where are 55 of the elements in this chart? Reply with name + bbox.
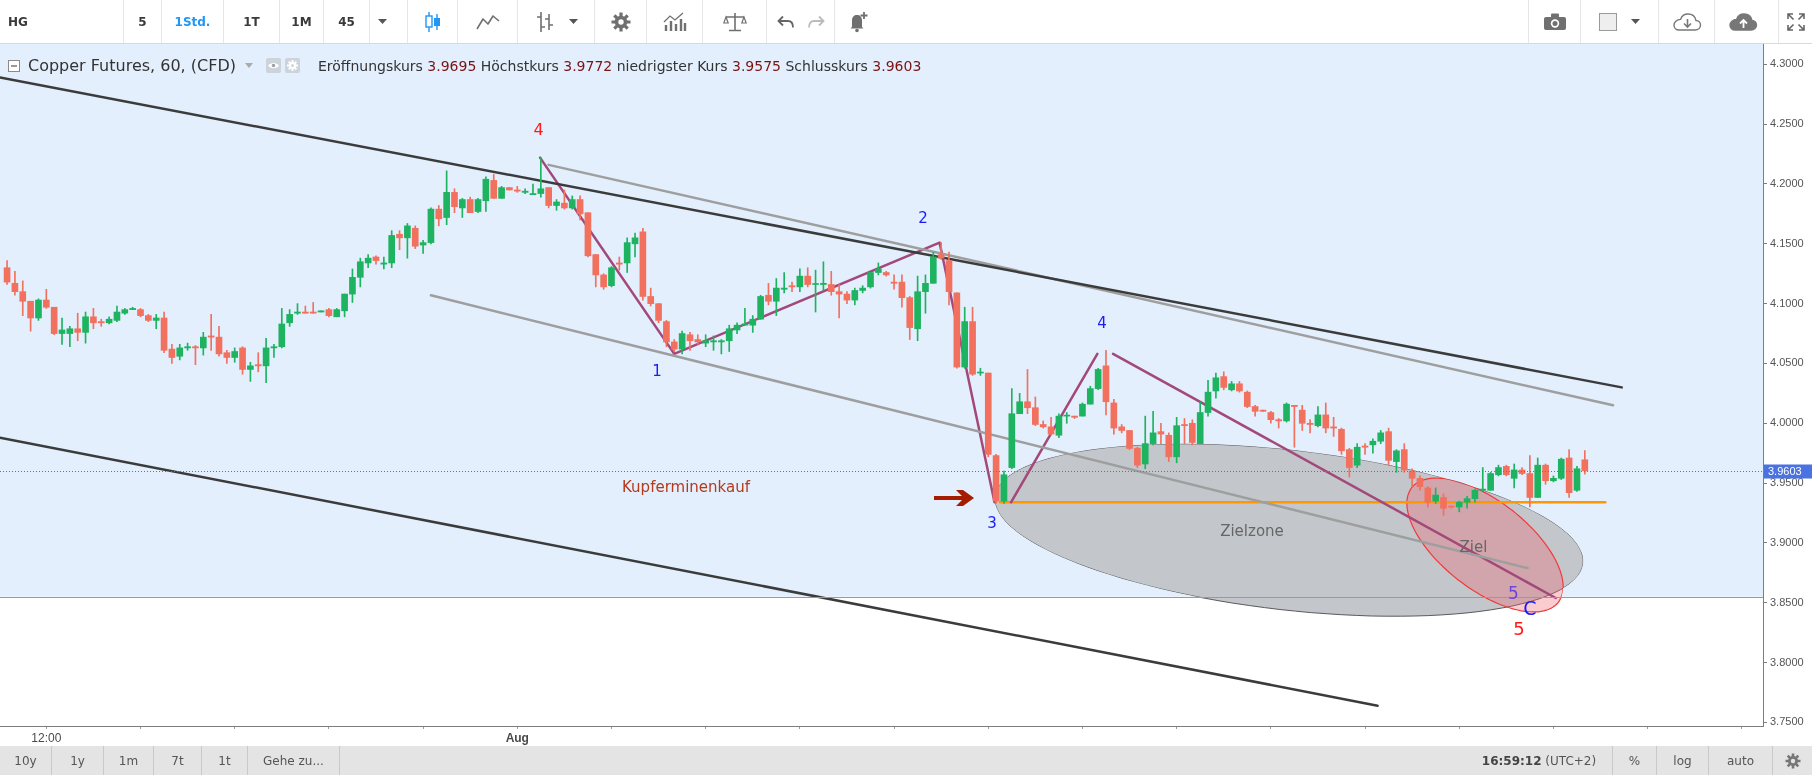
y-tick-label: 4.0500 [1770,356,1804,369]
candlestick [1157,422,1165,444]
text: 5 [138,14,147,29]
annotation: 5 [1508,582,1519,603]
candlestick [419,239,427,254]
ref-line-label: 3.9603 [1768,464,1802,477]
candlestick [254,352,262,373]
text: 1M [291,14,312,29]
candlestick [152,314,160,330]
text: 7t [171,753,184,768]
candlestick [1361,443,1369,455]
y-tick-label: 3.7500 [1770,715,1804,728]
y-tick-label: 3.9000 [1770,535,1804,548]
text: HG [8,14,28,29]
text: 16:59:12 (UTC+2) [1481,753,1597,768]
text: 45 [338,14,355,29]
y-tick-label: 4.2000 [1770,177,1804,190]
text: % [1628,753,1641,768]
annotation: 5 [1513,617,1525,639]
annotation: 2 [918,208,928,226]
candlestick [74,312,82,342]
x-tick-label: 12:00 [31,730,62,745]
y-tick-label: 3.8000 [1770,655,1804,668]
text: 1y [70,753,85,768]
y-tick-label: 4.1000 [1770,296,1804,309]
text: 1T [243,14,260,29]
x-tick-label: Aug [505,730,529,745]
text: 10y [14,753,37,768]
text: 1t [218,753,231,768]
text: log [1673,753,1692,768]
annotation: Zielzone [1220,521,1284,540]
y-tick-label: 4.1500 [1770,236,1804,249]
y-tick-label: 4.0000 [1770,416,1804,429]
annotation: Kupferminenkauf [622,477,750,496]
annotation: 4 [1097,313,1107,332]
y-tick-label: 4.3000 [1770,57,1804,70]
annotation: 3 [987,513,997,532]
candlestick [890,274,898,290]
candlestick [529,183,537,196]
annotation: 4 [533,120,544,139]
text: 1m [118,753,139,768]
annotation: 1 [652,361,662,380]
text: 1Std. [174,14,211,29]
text: Eröffnungskurs 3.9695 Höchstkurs 3.9772 niedrigster Kurs 3.9575 Schlusskurs 3.9603 [317,57,922,74]
y-tick-label: 3.9500 [1770,476,1804,489]
candlestick [537,157,545,198]
annotation: C [1523,596,1537,619]
annotation: Ziel [1459,537,1488,555]
y-tick-label: 3.8500 [1770,595,1804,608]
text: Copper Futures, 60, (CFD) [28,56,236,75]
candlestick [937,242,945,260]
text: Gehe zu... [263,753,324,768]
text: auto [1726,753,1754,768]
y-tick-label: 4.2500 [1770,117,1804,130]
candlestick [788,281,796,292]
